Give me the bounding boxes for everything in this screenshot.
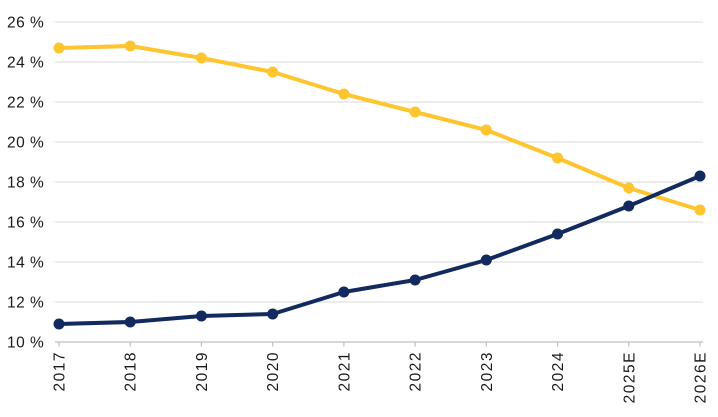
y-axis-label: 14 % <box>7 255 44 272</box>
y-axis-label: 16 % <box>7 215 44 232</box>
data-point-navy-2017 <box>53 318 65 330</box>
data-point-navy-2023 <box>480 254 492 266</box>
data-point-navy-2020 <box>267 308 279 320</box>
data-point-yellow-2017 <box>53 42 65 54</box>
x-axis-label: 2021 <box>336 351 353 391</box>
data-point-navy-2026E <box>694 170 706 182</box>
x-axis-label: 2023 <box>479 351 496 391</box>
series-line-yellow <box>57 44 702 212</box>
data-point-yellow-2018 <box>124 40 136 52</box>
series-line-navy <box>57 174 702 326</box>
data-point-navy-2021 <box>338 286 350 298</box>
data-point-yellow-2026E <box>694 204 706 216</box>
x-axis-label: 2026E <box>693 351 710 403</box>
data-point-yellow-2019 <box>195 52 207 64</box>
x-axis-label: 2020 <box>265 351 282 391</box>
data-point-navy-2019 <box>195 310 207 322</box>
data-point-yellow-2025E <box>623 182 635 194</box>
y-axis-label: 18 % <box>7 175 44 192</box>
data-point-yellow-2022 <box>409 106 421 118</box>
y-axis-label: 20 % <box>7 135 44 152</box>
x-axis-label: 2025E <box>621 351 638 403</box>
y-axis-label: 10 % <box>7 335 44 352</box>
data-point-yellow-2020 <box>267 66 279 78</box>
x-axis-label: 2018 <box>123 351 140 391</box>
y-axis-label: 26 % <box>7 15 44 32</box>
data-point-navy-2024 <box>552 228 564 240</box>
data-point-yellow-2021 <box>338 88 350 100</box>
data-point-navy-2022 <box>409 274 421 286</box>
y-axis-label: 24 % <box>7 55 44 72</box>
x-axis-label: 2017 <box>52 351 69 391</box>
y-axis-label: 22 % <box>7 95 44 112</box>
y-axis-label: 12 % <box>7 295 44 312</box>
data-point-navy-2018 <box>124 316 136 328</box>
x-axis-label: 2019 <box>194 351 211 391</box>
data-point-yellow-2024 <box>552 152 564 164</box>
data-point-yellow-2023 <box>480 124 492 136</box>
data-point-navy-2025E <box>623 200 635 212</box>
x-axis-label: 2022 <box>408 351 425 391</box>
x-axis-label: 2024 <box>550 351 567 391</box>
